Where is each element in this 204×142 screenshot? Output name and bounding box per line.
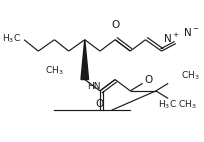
Text: H$_3$C: H$_3$C: [158, 99, 177, 111]
Text: O: O: [96, 99, 104, 109]
Text: HN: HN: [88, 82, 101, 91]
Text: N$^+$: N$^+$: [163, 32, 180, 45]
Text: N$^-$: N$^-$: [183, 26, 200, 38]
Text: CH$_3$: CH$_3$: [178, 99, 196, 111]
Text: H$_3$C: H$_3$C: [2, 33, 21, 45]
Polygon shape: [81, 40, 89, 80]
Text: CH$_3$: CH$_3$: [45, 64, 64, 77]
Text: CH$_3$: CH$_3$: [181, 69, 199, 82]
Text: O: O: [144, 75, 153, 84]
Text: O: O: [111, 20, 119, 31]
